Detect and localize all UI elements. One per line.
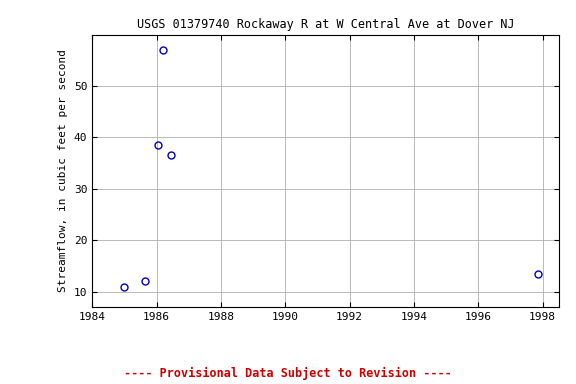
Y-axis label: Streamflow, in cubic feet per second: Streamflow, in cubic feet per second xyxy=(58,50,68,292)
Title: USGS 01379740 Rockaway R at W Central Ave at Dover NJ: USGS 01379740 Rockaway R at W Central Av… xyxy=(137,18,514,31)
Text: ---- Provisional Data Subject to Revision ----: ---- Provisional Data Subject to Revisio… xyxy=(124,367,452,380)
